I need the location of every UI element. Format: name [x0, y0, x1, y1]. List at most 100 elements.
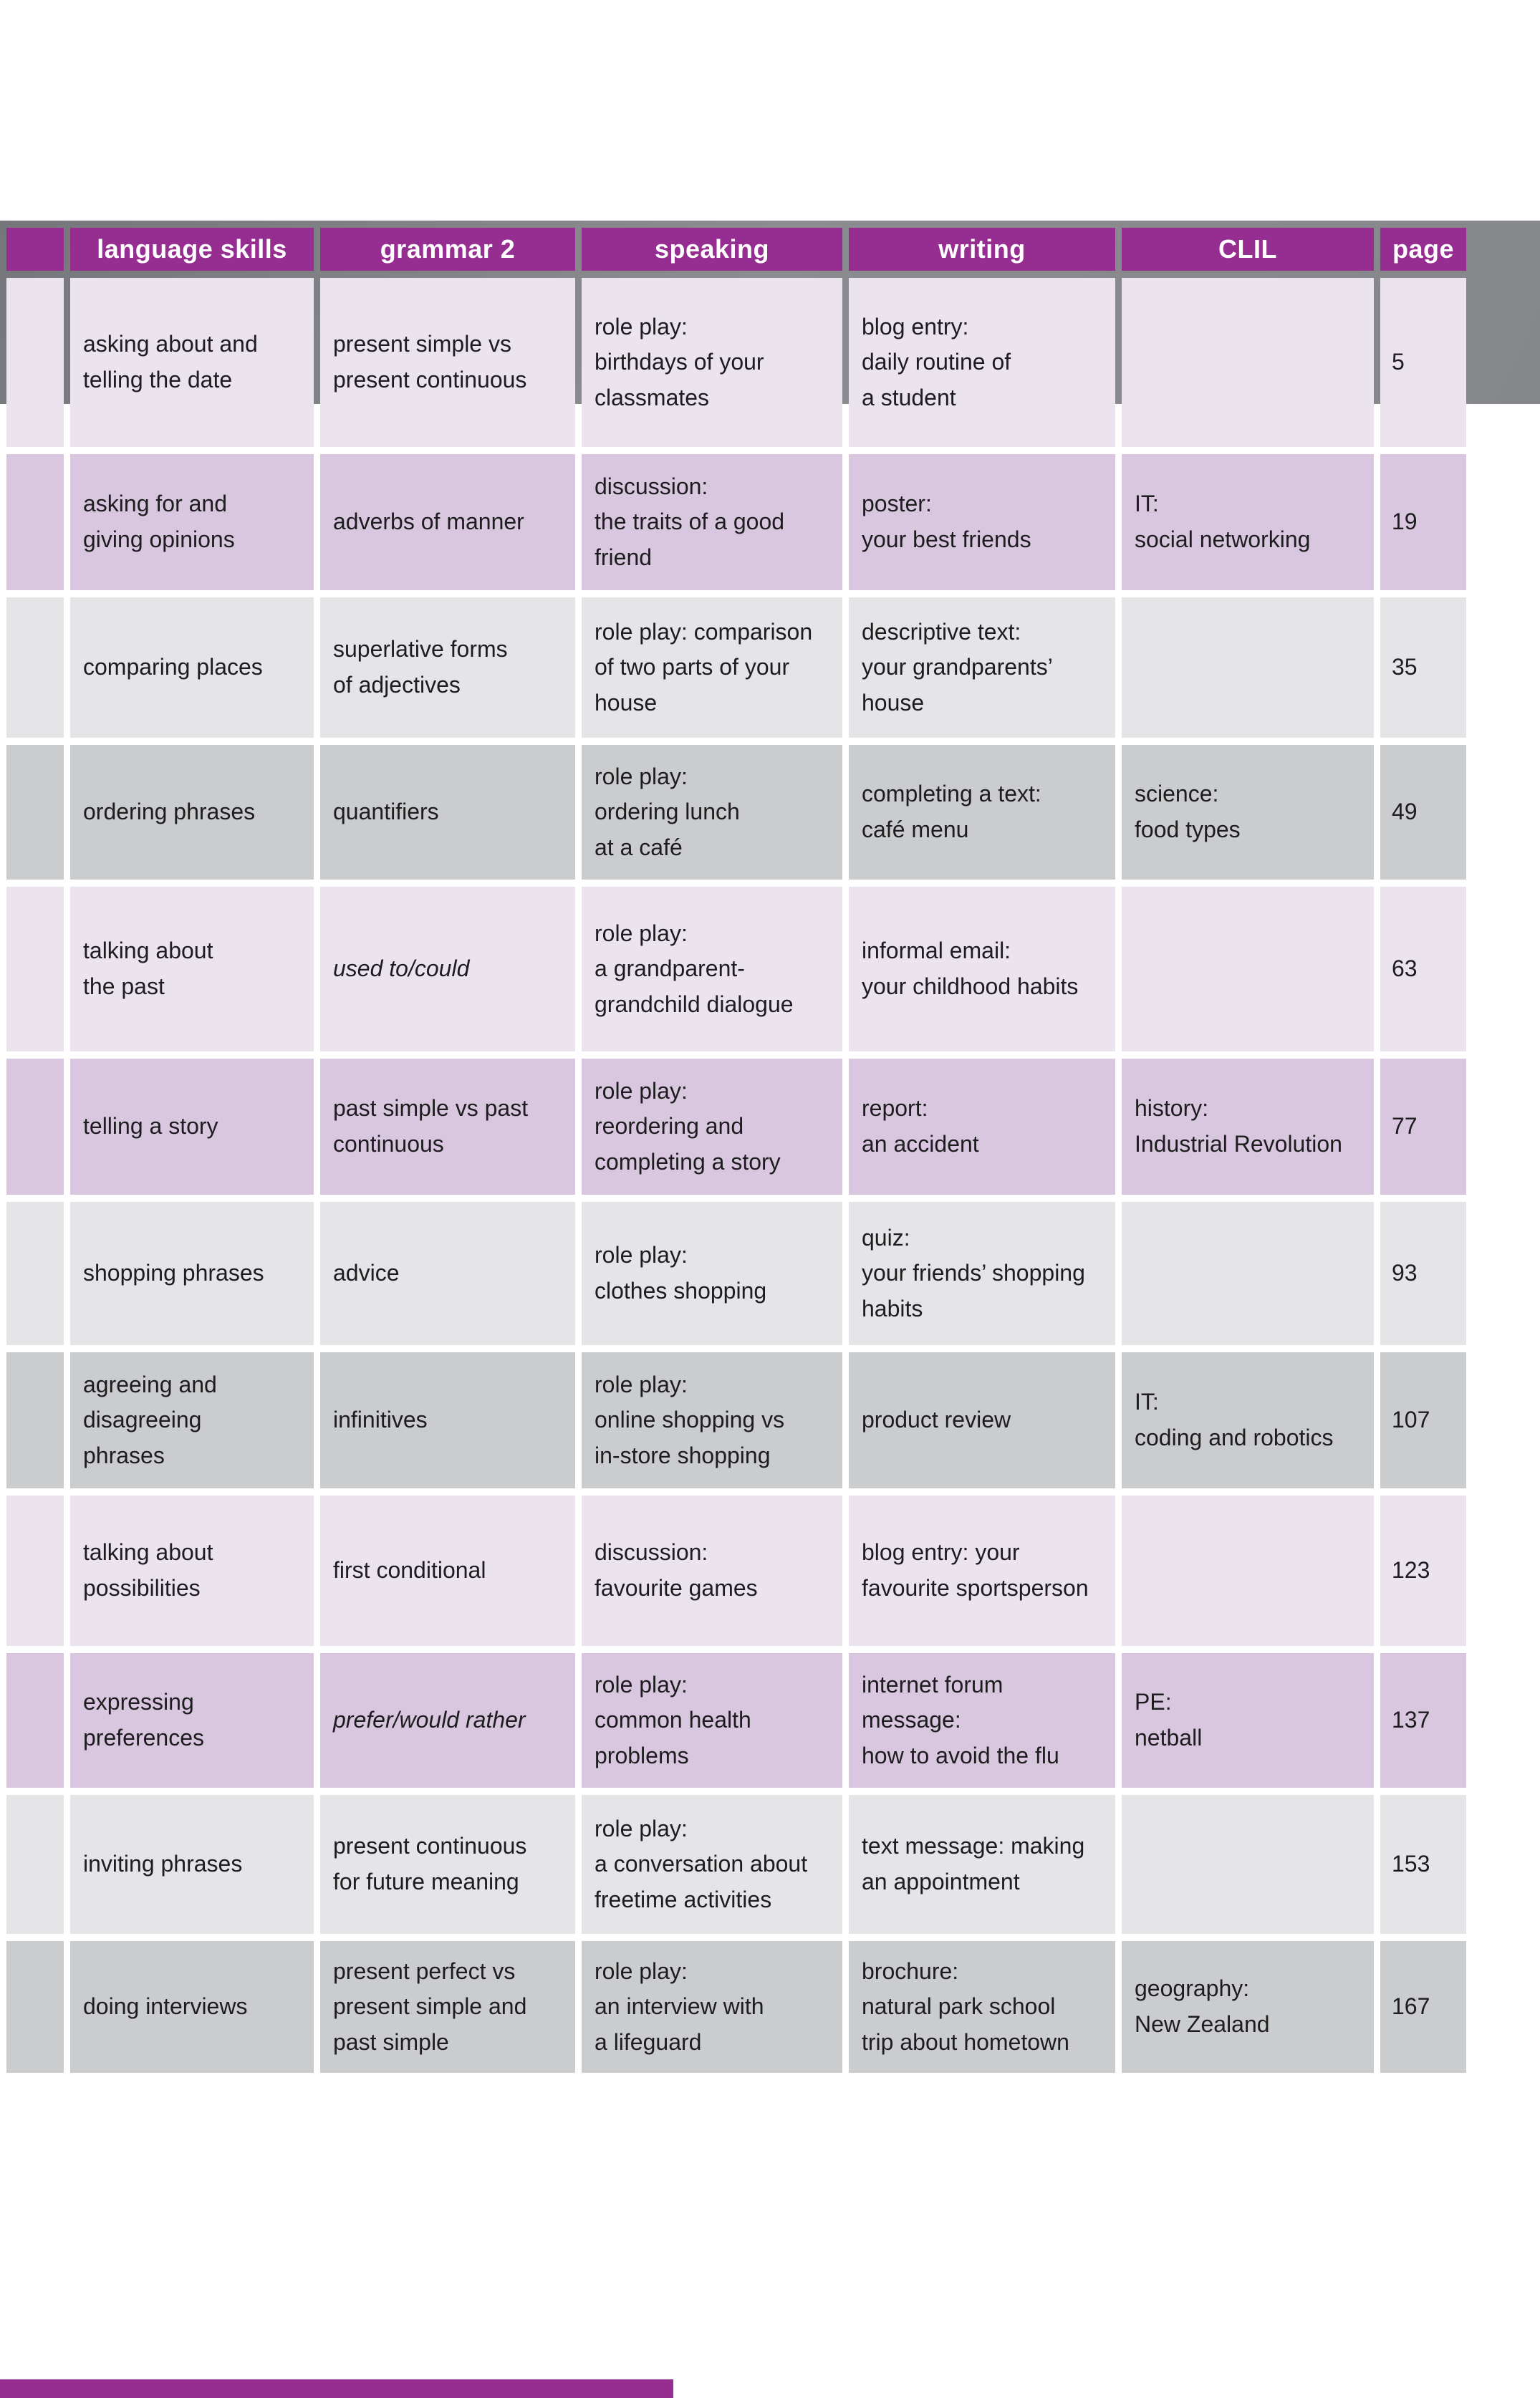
row-marker-cell	[6, 1496, 64, 1646]
cell-clil: IT: social networking	[1122, 454, 1374, 590]
cell-language-skills: inviting phrases	[70, 1795, 314, 1934]
cell-language-skills: ordering phrases	[70, 745, 314, 880]
cell-clil: history: Industrial Revolution	[1122, 1059, 1374, 1195]
cell-clil	[1122, 1496, 1374, 1646]
table-row: asking about and telling the date present…	[6, 278, 1466, 447]
cell-grammar-2: present perfect vs present simple and pa…	[320, 1941, 575, 2073]
cell-writing: internet forum message: how to avoid the…	[849, 1653, 1115, 1788]
cell-writing: descriptive text: your grandparents’ hou…	[849, 597, 1115, 738]
row-marker-cell	[6, 1202, 64, 1345]
cell-writing: informal email: your childhood habits	[849, 887, 1115, 1051]
cell-writing: blog entry: your favourite sportsperson	[849, 1496, 1115, 1646]
cell-clil: PE: netball	[1122, 1653, 1374, 1788]
table-row: talking about the past used to/could role …	[6, 887, 1466, 1051]
table-row: inviting phrases present continuous for f…	[6, 1795, 1466, 1934]
cell-language-skills: agreeing and disagreeing phrases	[70, 1352, 314, 1488]
header-row: language skills grammar 2 speaking writing C…	[6, 228, 1466, 271]
table-body: asking about and telling the date present…	[6, 278, 1466, 2073]
cell-language-skills: asking for and giving opinions	[70, 454, 314, 590]
cell-page: 5	[1380, 278, 1466, 447]
cell-writing: text message: making an appointment	[849, 1795, 1115, 1934]
cell-writing: quiz: your friends’ shopping habits	[849, 1202, 1115, 1345]
row-marker-cell	[6, 454, 64, 590]
header-cell-clil: CLIL	[1122, 228, 1374, 271]
cell-grammar-2: quantifiers	[320, 745, 575, 880]
cell-language-skills: asking about and telling the date	[70, 278, 314, 447]
cell-speaking: role play: a conversation about freetime…	[582, 1795, 842, 1934]
cell-page: 153	[1380, 1795, 1466, 1934]
row-marker-cell	[6, 597, 64, 738]
cell-grammar-2: present simple vs present continuous	[320, 278, 575, 447]
row-marker-cell	[6, 278, 64, 447]
row-marker-cell	[6, 745, 64, 880]
table-row: doing interviews present perfect vs prese…	[6, 1941, 1466, 2073]
cell-clil: geography: New Zealand	[1122, 1941, 1374, 2073]
cell-clil	[1122, 1202, 1374, 1345]
header-cell-writing: writing	[849, 228, 1115, 271]
cell-page: 49	[1380, 745, 1466, 880]
cell-grammar-2: prefer/would rather	[320, 1653, 575, 1788]
cell-writing: product review	[849, 1352, 1115, 1488]
cell-grammar-2: adverbs of manner	[320, 454, 575, 590]
cell-speaking: role play: clothes shopping	[582, 1202, 842, 1345]
cell-speaking: role play: birthdays of your classmates	[582, 278, 842, 447]
cell-grammar-2: infinitives	[320, 1352, 575, 1488]
cell-writing: brochure: natural park school trip about…	[849, 1941, 1115, 2073]
cell-grammar-2: past simple vs past continuous	[320, 1059, 575, 1195]
header-marker-cell	[6, 228, 64, 271]
row-marker-cell	[6, 1653, 64, 1788]
header-cell-page: page	[1380, 228, 1466, 271]
footer-accent-bar	[0, 2379, 673, 2398]
table-row: ordering phrases quantifiers role play: or…	[6, 745, 1466, 880]
cell-page: 93	[1380, 1202, 1466, 1345]
cell-speaking: discussion: the traits of a good friend	[582, 454, 842, 590]
cell-language-skills: telling a story	[70, 1059, 314, 1195]
row-marker-cell	[6, 1352, 64, 1488]
row-marker-cell	[6, 1059, 64, 1195]
cell-page: 77	[1380, 1059, 1466, 1195]
cell-speaking: role play: ordering lunch at a café	[582, 745, 842, 880]
cell-writing: report: an accident	[849, 1059, 1115, 1195]
table-header: language skills grammar 2 speaking writing C…	[6, 228, 1466, 271]
cell-grammar-2: superlative forms of adjectives	[320, 597, 575, 738]
table-row: shopping phrases advice role play: clothes…	[6, 1202, 1466, 1345]
cell-page: 137	[1380, 1653, 1466, 1788]
cell-clil	[1122, 278, 1374, 447]
cell-grammar-2: advice	[320, 1202, 575, 1345]
header-cell-speaking: speaking	[582, 228, 842, 271]
cell-page: 107	[1380, 1352, 1466, 1488]
table-row: telling a story past simple vs past conti…	[6, 1059, 1466, 1195]
cell-writing: completing a text: café menu	[849, 745, 1115, 880]
cell-language-skills: doing interviews	[70, 1941, 314, 2073]
cell-language-skills: talking about the past	[70, 887, 314, 1051]
cell-page: 19	[1380, 454, 1466, 590]
cell-clil: science: food types	[1122, 745, 1374, 880]
cell-speaking: role play: common health problems	[582, 1653, 842, 1788]
cell-grammar-2: first conditional	[320, 1496, 575, 1646]
cell-grammar-2: present continuous for future meaning	[320, 1795, 575, 1934]
table-row: comparing places superlative forms of adj…	[6, 597, 1466, 738]
cell-speaking: discussion: favourite games	[582, 1496, 842, 1646]
cell-clil: IT: coding and robotics	[1122, 1352, 1374, 1488]
cell-clil	[1122, 597, 1374, 738]
row-marker-cell	[6, 887, 64, 1051]
table-row: agreeing and disagreeing phrases infiniti…	[6, 1352, 1466, 1488]
cell-clil	[1122, 1795, 1374, 1934]
cell-speaking: role play: an interview with a lifeguard	[582, 1941, 842, 2073]
cell-page: 35	[1380, 597, 1466, 738]
cell-grammar-2: used to/could	[320, 887, 575, 1051]
cell-speaking: role play: online shopping vs in-store s…	[582, 1352, 842, 1488]
cell-writing: blog entry: daily routine of a student	[849, 278, 1115, 447]
cell-page: 167	[1380, 1941, 1466, 2073]
cell-speaking: role play: a grandparent- grandchild dia…	[582, 887, 842, 1051]
cell-speaking: role play: comparison of two parts of yo…	[582, 597, 842, 738]
cell-clil	[1122, 887, 1374, 1051]
cell-speaking: role play: reordering and completing a s…	[582, 1059, 842, 1195]
header-cell-grammar-2: grammar 2	[320, 228, 575, 271]
table-row: talking about possibilities first conditi…	[6, 1496, 1466, 1646]
cell-page: 63	[1380, 887, 1466, 1051]
contents-table: language skills grammar 2 speaking writing C…	[0, 221, 1473, 2080]
cell-language-skills: comparing places	[70, 597, 314, 738]
cell-page: 123	[1380, 1496, 1466, 1646]
cell-language-skills: talking about possibilities	[70, 1496, 314, 1646]
